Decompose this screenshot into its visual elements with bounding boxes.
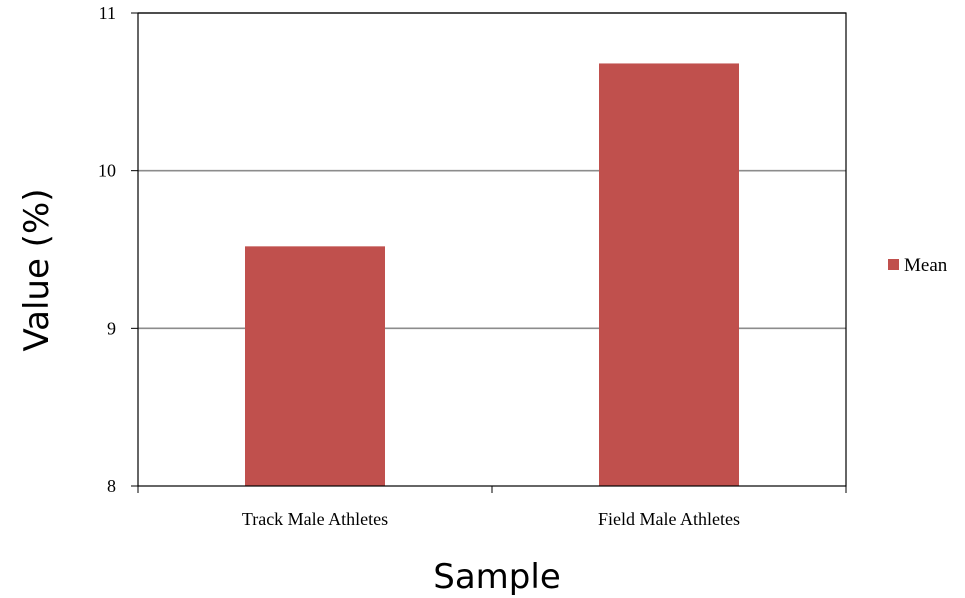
y-tick-label: 11 — [99, 3, 116, 23]
legend: Mean — [888, 255, 948, 276]
bar-track-male-athletes — [245, 246, 385, 486]
y-tick-label: 10 — [98, 161, 116, 181]
y-tick-label: 8 — [107, 476, 116, 496]
legend-swatch-mean — [888, 259, 899, 270]
x-tick-label: Field Male Athletes — [598, 509, 740, 529]
bars — [245, 63, 739, 486]
y-axis-ticks: 8 9 10 11 — [98, 3, 138, 496]
y-tick-label: 9 — [107, 318, 116, 338]
legend-label-mean: Mean — [904, 255, 948, 276]
y-axis-title: Value (%) — [17, 188, 57, 351]
x-axis-title: Sample — [433, 557, 560, 597]
x-axis-ticks: Track Male Athletes Field Male Athletes — [137, 486, 847, 529]
x-tick-label: Track Male Athletes — [242, 509, 388, 529]
bar-field-male-athletes — [599, 63, 739, 486]
